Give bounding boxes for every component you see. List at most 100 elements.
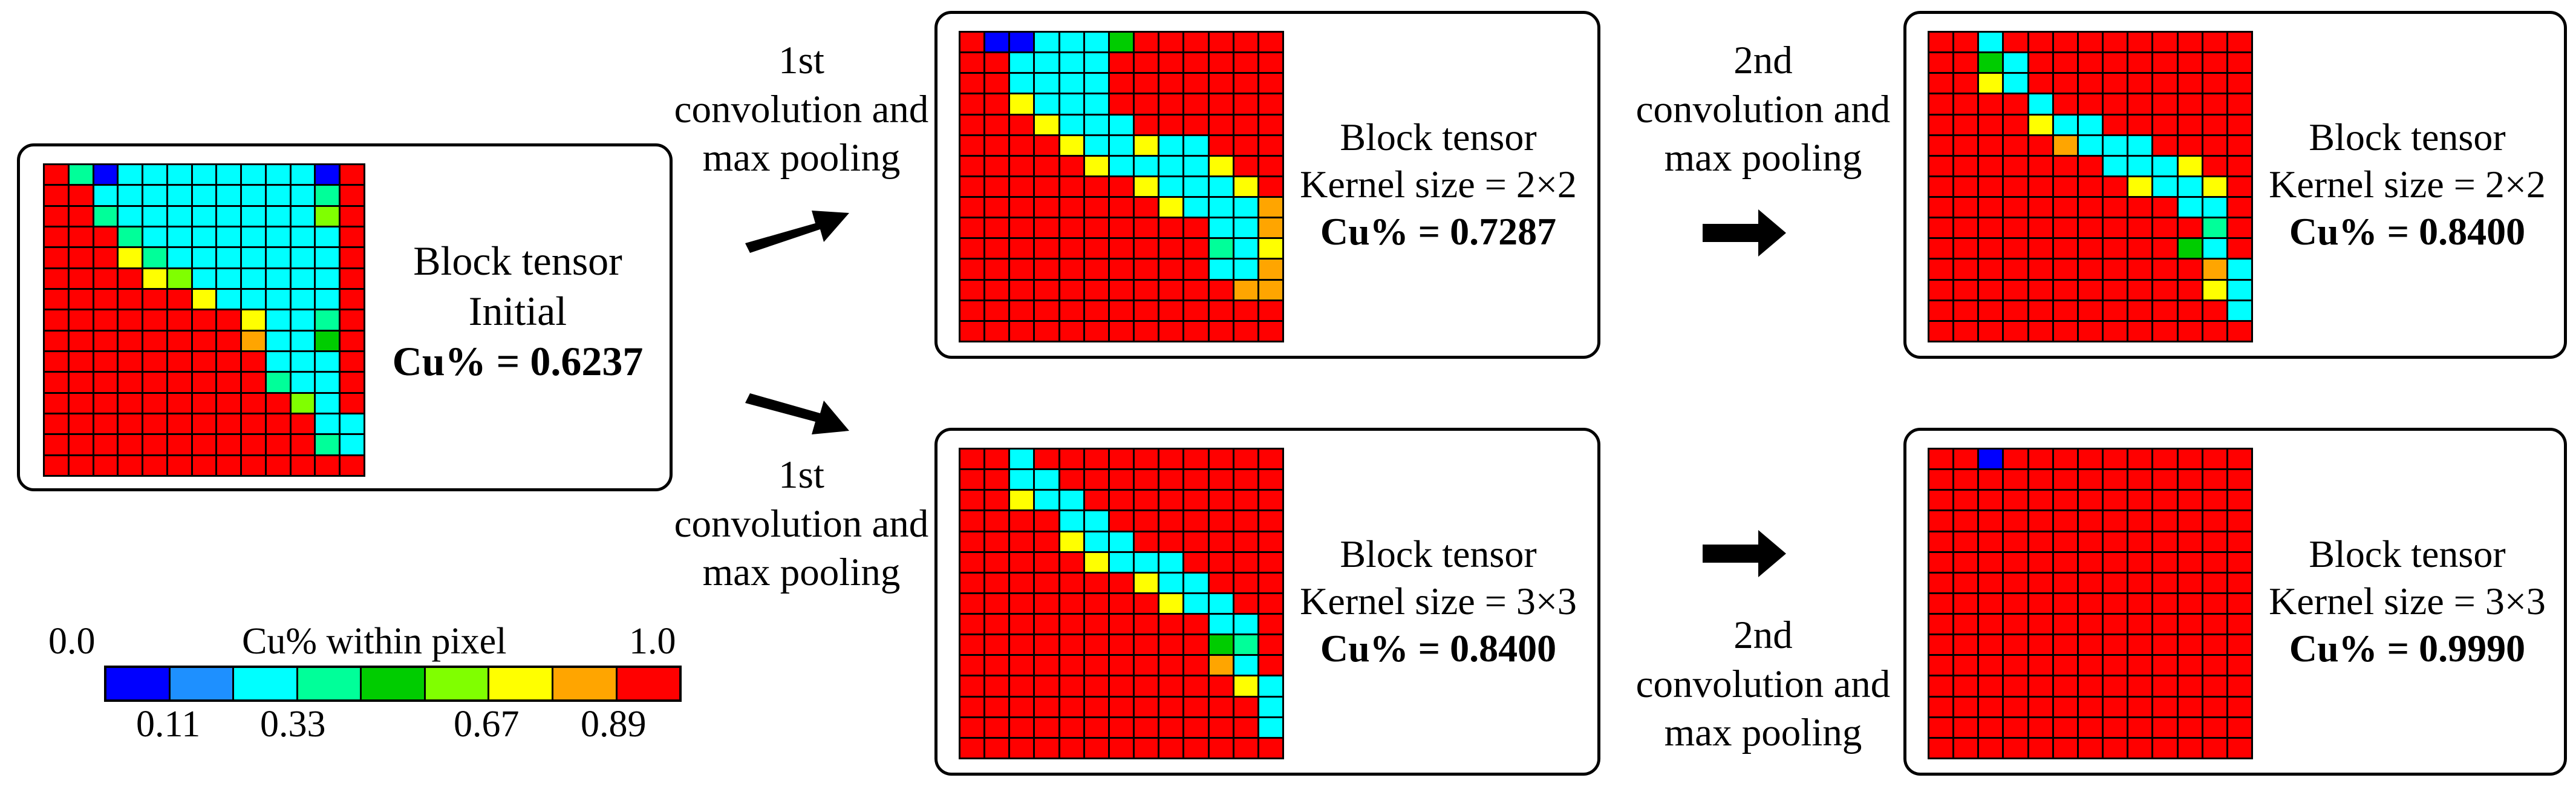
tensor-cell [1010, 594, 1034, 614]
tensor-cell [1979, 198, 2003, 217]
tensor-cell [1035, 218, 1058, 238]
tensor-cell [1184, 33, 1208, 52]
tensor-cell [143, 227, 166, 247]
tensor-cell [45, 227, 68, 247]
tensor-cell [1159, 301, 1183, 320]
tensor-cell [2053, 615, 2077, 634]
tensor-cell [217, 290, 241, 309]
tensor-cell [94, 456, 117, 475]
tensor-cell [1035, 94, 1058, 114]
tensor-cell [217, 414, 241, 434]
tensor-cell [1109, 280, 1133, 299]
tensor-cell [2228, 301, 2251, 320]
tensor-cell [1135, 321, 1158, 341]
tensor-cell [1954, 470, 1978, 489]
tensor-cell [1954, 321, 1978, 341]
tensor-cell [960, 450, 984, 469]
tensor-cell [217, 393, 241, 413]
tensor-cell [985, 656, 1009, 675]
tensor-cell [1979, 177, 2003, 197]
tensor-cell [1184, 532, 1208, 551]
tensor-cell [1135, 552, 1158, 572]
tensor-cell [1135, 615, 1158, 634]
tensor-cell [1259, 239, 1282, 258]
tensor-cell [168, 393, 191, 413]
tensor-cell [291, 331, 315, 350]
tensor-cell [2128, 552, 2152, 572]
tensor-cell [2228, 532, 2251, 551]
tensor-cell [2078, 470, 2102, 489]
tensor-cell [1929, 239, 1953, 258]
tensor-cell [2029, 280, 2052, 299]
tensor-cell [69, 414, 93, 434]
tensor-cell [168, 248, 191, 267]
tensor-cell [960, 321, 984, 341]
tensor-cell [1234, 450, 1257, 469]
tensor-cell [291, 248, 315, 267]
tensor-cell [2203, 115, 2226, 134]
tensor-cell [1060, 94, 1083, 114]
tensor-cell [2228, 260, 2251, 279]
tensor-cell [2203, 198, 2226, 217]
tensor-cell [1979, 718, 2003, 737]
tensor-cell [2004, 491, 2027, 510]
tensor-cell [1109, 470, 1133, 489]
tensor-cell [2078, 573, 2102, 592]
tensor-cell [1929, 718, 1953, 737]
tensor-cell [168, 331, 191, 350]
tensor-cell [985, 552, 1009, 572]
tensor-cell [1035, 321, 1058, 341]
tensor-cell [192, 165, 216, 185]
tensor-cell [2004, 656, 2027, 675]
tensor-cell [242, 310, 265, 330]
step-label-second-bottom: 2nd convolution and max pooling [1621, 611, 1905, 758]
tensor-cell [2178, 532, 2202, 551]
tensor-cell [2228, 511, 2251, 531]
tensor-cell [1979, 156, 2003, 175]
tensor-cell [1954, 635, 1978, 655]
tensor-cell [2053, 491, 2077, 510]
tensor-cell [1234, 198, 1257, 217]
tensor-cell [2004, 136, 2027, 155]
tensor-cell [1209, 470, 1233, 489]
tensor-cell [168, 456, 191, 475]
tensor-cell [1159, 532, 1183, 551]
tensor-cell [2228, 594, 2251, 614]
panel-k2-first: Block tensor Kernel size = 2×2 Cu% = 0.7… [934, 11, 1600, 359]
tensor-cell [2053, 74, 2077, 93]
tensor-cell [2053, 177, 2077, 197]
tensor-cell [985, 738, 1009, 758]
tensor-cell [2029, 450, 2052, 469]
tensor-cell [1259, 301, 1282, 320]
tensor-cell [2128, 615, 2152, 634]
tensor-cell [985, 491, 1009, 510]
tensor-cell [1010, 718, 1034, 737]
tensor-cell [1010, 697, 1034, 716]
tensor-cell [960, 676, 984, 696]
tensor-cell [1035, 33, 1058, 52]
tensor-cell [1010, 511, 1034, 531]
tensor-cell [2104, 511, 2127, 531]
tensor-cell [1209, 594, 1233, 614]
tensor-cell [2153, 532, 2177, 551]
tensor-cell [985, 280, 1009, 299]
colorbar-swatch [553, 668, 618, 699]
tensor-cell [1084, 697, 1108, 716]
tensor-cell [1010, 552, 1034, 572]
tensor-cell [69, 456, 93, 475]
tensor-cell [2104, 74, 2127, 93]
tensor-cell [1209, 450, 1233, 469]
tensor-cell [119, 290, 142, 309]
tensor-cell [1954, 156, 1978, 175]
tensor-cell [1035, 53, 1058, 73]
tensor-cell [2153, 53, 2177, 73]
tensor-cell [2128, 198, 2152, 217]
tensor-cell [1979, 532, 2003, 551]
tensor-cell [2104, 676, 2127, 696]
tensor-cell [2053, 697, 2077, 716]
tensor-cell [1234, 136, 1257, 155]
tensor-cell [266, 269, 290, 288]
tensor-cell [960, 301, 984, 320]
tensor-cell [1035, 635, 1058, 655]
tensor-cell [242, 206, 265, 226]
